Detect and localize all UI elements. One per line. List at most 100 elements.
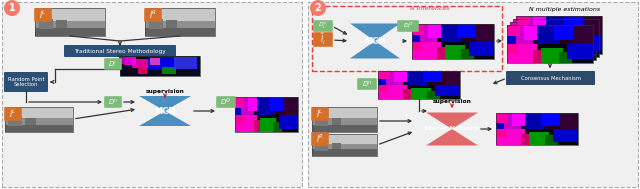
Bar (35, 8, 105, 36)
Bar (507, 44, 517, 53)
Bar (428, 91, 440, 99)
Bar (235, 115, 243, 123)
Bar (394, 71, 411, 82)
FancyBboxPatch shape (2, 2, 302, 187)
Bar (461, 49, 474, 59)
Bar (420, 24, 436, 42)
Bar (496, 113, 508, 123)
Bar (312, 134, 377, 156)
Bar (574, 25, 593, 44)
Bar (543, 19, 569, 38)
FancyBboxPatch shape (308, 2, 638, 187)
FancyBboxPatch shape (144, 8, 162, 22)
Bar (445, 45, 465, 59)
Polygon shape (139, 96, 191, 126)
Bar (510, 22, 531, 41)
Text: $\tilde{I}_i$: $\tilde{I}_i$ (320, 32, 326, 47)
Bar (241, 97, 254, 115)
Bar (516, 16, 538, 35)
Bar (532, 50, 546, 63)
Text: $I^L$: $I^L$ (39, 9, 47, 21)
Text: $D^n$: $D^n$ (362, 79, 372, 89)
Bar (513, 19, 526, 30)
Bar (120, 56, 200, 76)
Bar (510, 22, 596, 60)
Text: 2: 2 (315, 3, 321, 13)
Bar (510, 41, 540, 60)
Bar (235, 97, 298, 132)
Bar (166, 20, 177, 28)
Bar (513, 38, 524, 47)
Bar (312, 107, 377, 132)
FancyBboxPatch shape (506, 71, 595, 85)
Circle shape (4, 0, 20, 16)
Bar (441, 24, 465, 42)
Bar (554, 129, 578, 142)
Bar (559, 52, 572, 63)
Bar (496, 113, 516, 129)
Bar (269, 97, 285, 111)
Bar (145, 8, 215, 36)
Bar (148, 57, 176, 70)
FancyBboxPatch shape (216, 96, 236, 108)
Text: $D^O$: $D^O$ (220, 96, 232, 108)
Bar (412, 24, 494, 59)
FancyBboxPatch shape (311, 107, 329, 121)
Bar (537, 25, 563, 44)
Bar (378, 85, 388, 92)
Bar (312, 107, 377, 118)
Text: $D_i''$: $D_i''$ (318, 21, 328, 31)
Text: 1: 1 (8, 3, 15, 13)
Bar (510, 22, 596, 60)
FancyBboxPatch shape (104, 58, 122, 70)
Bar (428, 71, 444, 85)
Bar (406, 71, 431, 85)
Bar (254, 120, 263, 132)
Bar (507, 44, 537, 63)
Bar (378, 85, 406, 99)
Bar (332, 143, 341, 149)
Bar (513, 19, 599, 57)
Text: MCN: MCN (364, 36, 386, 46)
Text: $I^R$: $I^R$ (316, 133, 324, 145)
Bar (542, 41, 555, 54)
Bar (550, 39, 572, 54)
Bar (562, 22, 579, 41)
Polygon shape (426, 112, 478, 146)
Bar (476, 24, 494, 42)
Text: $I^L$: $I^L$ (316, 108, 324, 120)
Bar (174, 57, 197, 69)
Bar (35, 28, 105, 36)
Bar (235, 97, 244, 108)
Bar (564, 19, 582, 38)
Text: Random Point
Selection: Random Point Selection (8, 77, 44, 87)
Bar (562, 49, 575, 60)
Bar (120, 57, 129, 64)
Bar (560, 19, 582, 34)
Text: supervision: supervision (145, 90, 184, 94)
Bar (284, 97, 298, 115)
Bar (525, 113, 549, 129)
Bar (540, 22, 566, 41)
Bar (235, 115, 257, 132)
Bar (568, 43, 580, 54)
Bar (124, 57, 136, 65)
Bar (260, 118, 276, 132)
Bar (120, 56, 200, 76)
Bar (496, 113, 578, 145)
Bar (541, 113, 562, 126)
FancyBboxPatch shape (4, 72, 48, 92)
Bar (518, 22, 536, 41)
Bar (507, 25, 593, 63)
Bar (580, 19, 599, 38)
Bar (312, 149, 377, 156)
Bar (539, 44, 552, 57)
FancyBboxPatch shape (64, 45, 176, 57)
Bar (559, 25, 576, 44)
Bar (316, 117, 328, 126)
Text: Traditional Stereo Methodology: Traditional Stereo Methodology (74, 49, 166, 53)
Bar (510, 22, 523, 33)
Bar (378, 71, 460, 99)
Bar (5, 107, 73, 132)
Bar (513, 19, 534, 38)
